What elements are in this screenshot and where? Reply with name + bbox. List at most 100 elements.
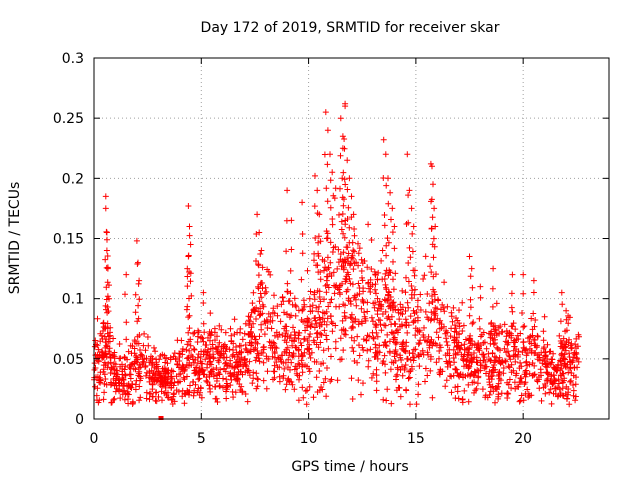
data-point: [421, 272, 428, 279]
data-point: [164, 360, 171, 367]
data-point: [324, 254, 331, 261]
data-point: [204, 379, 211, 385]
data-point: [409, 248, 416, 255]
data-point: [405, 260, 412, 266]
data-point: [344, 244, 351, 251]
data-point: [522, 390, 529, 397]
data-point: [258, 326, 265, 333]
data-point: [123, 319, 130, 326]
data-point: [490, 323, 497, 330]
data-point: [475, 374, 482, 381]
data-point: [565, 320, 572, 327]
data-point: [410, 357, 417, 364]
data-point: [339, 317, 346, 324]
data-point: [335, 246, 342, 253]
data-point: [436, 369, 443, 376]
data-point: [173, 373, 180, 380]
data-point: [426, 300, 433, 307]
data-point: [263, 317, 270, 323]
data-point: [518, 378, 525, 385]
data-point: [573, 351, 580, 357]
data-point: [95, 346, 102, 353]
data-point: [227, 382, 234, 389]
data-point: [162, 384, 169, 391]
data-point: [407, 368, 414, 374]
data-point: [278, 352, 285, 359]
x-tick-label: 0: [90, 431, 99, 447]
data-point: [375, 269, 382, 276]
data-point: [337, 335, 344, 342]
data-point: [448, 389, 455, 396]
data-point: [307, 288, 314, 295]
data-point: [367, 283, 374, 290]
data-point: [160, 373, 167, 379]
data-point: [315, 239, 322, 246]
data-point: [104, 304, 111, 310]
data-point: [422, 365, 429, 372]
data-point: [189, 353, 196, 360]
data-point: [396, 316, 403, 323]
data-point: [365, 221, 372, 228]
data-point: [349, 239, 356, 246]
data-point: [346, 224, 353, 231]
data-point: [525, 394, 532, 401]
data-point: [123, 336, 130, 343]
data-point: [241, 330, 248, 337]
data-point: [158, 388, 165, 395]
data-point: [489, 335, 496, 342]
data-point: [250, 320, 257, 327]
data-point: [557, 318, 564, 325]
data-point: [102, 362, 109, 369]
data-point: [236, 381, 243, 387]
data-point: [368, 374, 375, 381]
data-point: [447, 333, 454, 340]
data-point: [435, 334, 442, 341]
data-point: [456, 307, 462, 314]
data-point: [404, 329, 411, 336]
data-point: [512, 358, 519, 365]
data-point: [253, 304, 260, 311]
data-point: [274, 303, 281, 310]
data-point: [490, 341, 497, 348]
data-point: [374, 355, 381, 362]
data-point: [311, 358, 318, 365]
data-point: [256, 312, 263, 319]
data-point: [315, 233, 322, 240]
data-point: [218, 344, 225, 350]
data-point: [302, 327, 309, 334]
data-point: [411, 291, 418, 298]
data-point: [350, 247, 357, 254]
data-point: [390, 258, 396, 265]
data-point: [388, 216, 394, 223]
data-point: [246, 318, 253, 325]
data-point: [429, 394, 436, 401]
data-point: [287, 366, 293, 373]
data-point: [327, 151, 333, 158]
data-point: [559, 385, 566, 392]
data-point: [489, 303, 496, 310]
data-point: [415, 341, 422, 348]
data-point: [407, 401, 413, 408]
data-point: [392, 347, 399, 353]
data-point: [404, 151, 411, 158]
data-point: [390, 330, 397, 337]
data-point: [482, 392, 489, 399]
data-point: [104, 236, 110, 243]
data-point: [521, 323, 528, 330]
data-point: [508, 334, 515, 341]
data-point: [508, 385, 515, 392]
data-point: [449, 318, 456, 325]
data-point: [495, 380, 502, 387]
data-point: [523, 358, 530, 365]
data-point: [136, 383, 143, 390]
data-point: [381, 322, 388, 329]
data-point: [149, 360, 156, 367]
data-point: [165, 394, 172, 401]
data-point: [174, 361, 181, 368]
data-point: [465, 337, 472, 344]
data-point: [456, 331, 463, 338]
data-point: [242, 320, 249, 327]
data-point: [373, 322, 380, 329]
data-point: [151, 344, 157, 351]
data-point: [546, 360, 553, 367]
